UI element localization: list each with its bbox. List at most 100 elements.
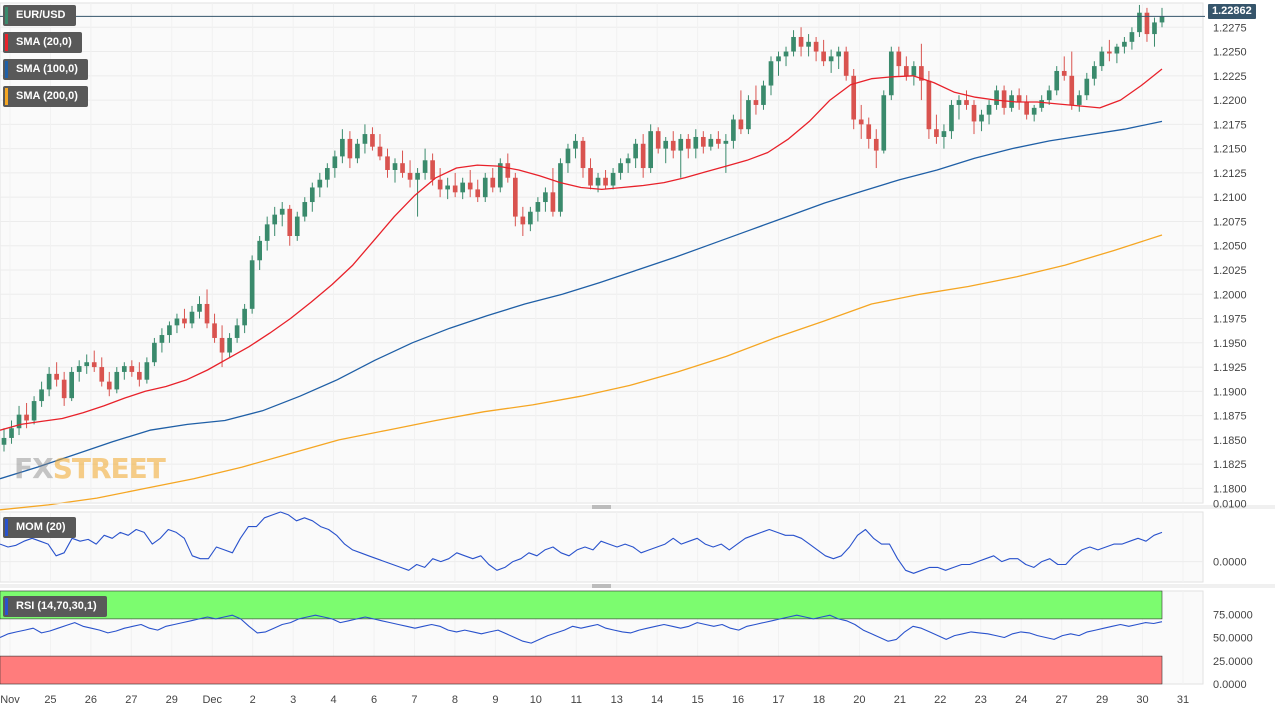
candle bbox=[332, 150, 338, 178]
candle-body bbox=[738, 119, 744, 130]
candle bbox=[219, 325, 225, 368]
candle bbox=[1046, 85, 1052, 105]
candle-body bbox=[99, 367, 105, 382]
candle bbox=[189, 305, 195, 329]
candle-body bbox=[949, 104, 954, 132]
rsi-overbought-zone bbox=[0, 590, 1163, 620]
candle-body bbox=[648, 131, 654, 169]
candle-body bbox=[152, 342, 157, 363]
candle bbox=[979, 109, 984, 132]
candle-body bbox=[1054, 70, 1060, 91]
candle-body bbox=[828, 56, 834, 62]
candle-body bbox=[791, 36, 796, 52]
candle bbox=[9, 420, 14, 444]
candle-body bbox=[340, 138, 345, 157]
last-price-tag: 1.22862 bbox=[1208, 4, 1256, 19]
mom-panel-background bbox=[0, 511, 1204, 583]
time-tick-label: 31 bbox=[1177, 694, 1189, 706]
time-tick-label: 8 bbox=[452, 694, 458, 706]
time-tick-label: 25 bbox=[44, 694, 56, 706]
candle-body bbox=[370, 134, 375, 147]
candle-body bbox=[1069, 75, 1075, 105]
candle bbox=[159, 328, 165, 353]
candle bbox=[550, 168, 556, 217]
candle bbox=[1054, 66, 1060, 96]
candle bbox=[633, 138, 638, 169]
candle-body bbox=[633, 143, 638, 159]
candle-body bbox=[234, 325, 240, 338]
candle bbox=[746, 95, 751, 135]
candle bbox=[482, 172, 488, 203]
candle bbox=[76, 360, 82, 382]
sma20-legend[interactable]: SMA (20,0) bbox=[3, 32, 82, 53]
candle bbox=[881, 90, 887, 154]
candle bbox=[768, 56, 774, 96]
symbol-legend[interactable]: EUR/USD bbox=[3, 5, 76, 26]
candle-body bbox=[618, 163, 623, 173]
candle bbox=[362, 124, 368, 154]
rsi-tick-label: 25.0000 bbox=[1213, 656, 1253, 668]
mom-tick-label: 0.0100 bbox=[1213, 498, 1247, 510]
candle bbox=[460, 177, 466, 200]
candle bbox=[1031, 104, 1037, 122]
price-tick-label: 1.1975 bbox=[1213, 314, 1247, 326]
candle-body bbox=[783, 51, 789, 57]
candle-body bbox=[836, 51, 841, 57]
candle-body bbox=[362, 134, 368, 144]
candle bbox=[1, 428, 7, 452]
rsi-oversold-zone bbox=[0, 655, 1163, 685]
candle bbox=[528, 206, 533, 232]
candle bbox=[279, 202, 285, 227]
candle bbox=[580, 136, 586, 178]
price-tick-label: 1.2225 bbox=[1213, 71, 1247, 83]
candle-body bbox=[956, 100, 962, 105]
candle-body bbox=[685, 138, 691, 149]
time-tick-label: 30 bbox=[1136, 694, 1148, 706]
candle bbox=[663, 136, 669, 164]
candle bbox=[1076, 90, 1082, 112]
candle-body bbox=[994, 90, 999, 105]
candle bbox=[926, 70, 932, 139]
candle bbox=[1159, 7, 1165, 28]
candle-body bbox=[528, 211, 533, 225]
candle bbox=[46, 367, 52, 397]
candle-body bbox=[543, 192, 548, 203]
rsi-tick-label: 75.0000 bbox=[1213, 609, 1253, 621]
candle bbox=[655, 127, 661, 154]
candle-body bbox=[227, 337, 232, 353]
candle-body bbox=[1137, 12, 1142, 33]
candle bbox=[212, 313, 217, 343]
sma200-legend[interactable]: SMA (200,0) bbox=[3, 86, 88, 107]
candle-body bbox=[964, 100, 969, 105]
candle bbox=[716, 131, 721, 149]
candle-body bbox=[392, 163, 398, 170]
candle bbox=[1137, 4, 1142, 37]
candle bbox=[325, 163, 330, 188]
price-tick-label: 1.2150 bbox=[1213, 144, 1247, 156]
candle bbox=[317, 172, 323, 198]
candle-body bbox=[986, 104, 992, 115]
candle-body bbox=[866, 124, 872, 139]
candle-body bbox=[1061, 70, 1067, 76]
candle bbox=[437, 168, 443, 198]
candle-body bbox=[482, 177, 488, 198]
rsi-legend[interactable]: RSI (14,70,30,1) bbox=[3, 596, 107, 617]
candle-body bbox=[242, 308, 247, 326]
candle-body bbox=[385, 156, 390, 170]
time-tick-label: 29 bbox=[166, 694, 178, 706]
candle-body bbox=[535, 202, 541, 212]
candle-body bbox=[911, 66, 917, 76]
mom-legend[interactable]: MOM (20) bbox=[3, 517, 76, 538]
candle bbox=[640, 134, 646, 178]
candle-body bbox=[167, 325, 172, 336]
candle-body bbox=[16, 414, 22, 429]
candle bbox=[31, 396, 37, 425]
candle-body bbox=[663, 140, 669, 149]
sma100-legend[interactable]: SMA (100,0) bbox=[3, 59, 88, 80]
candle-body bbox=[497, 163, 503, 188]
candle-body bbox=[174, 318, 180, 326]
price-tick-label: 1.2050 bbox=[1213, 241, 1247, 253]
candle bbox=[843, 46, 849, 81]
